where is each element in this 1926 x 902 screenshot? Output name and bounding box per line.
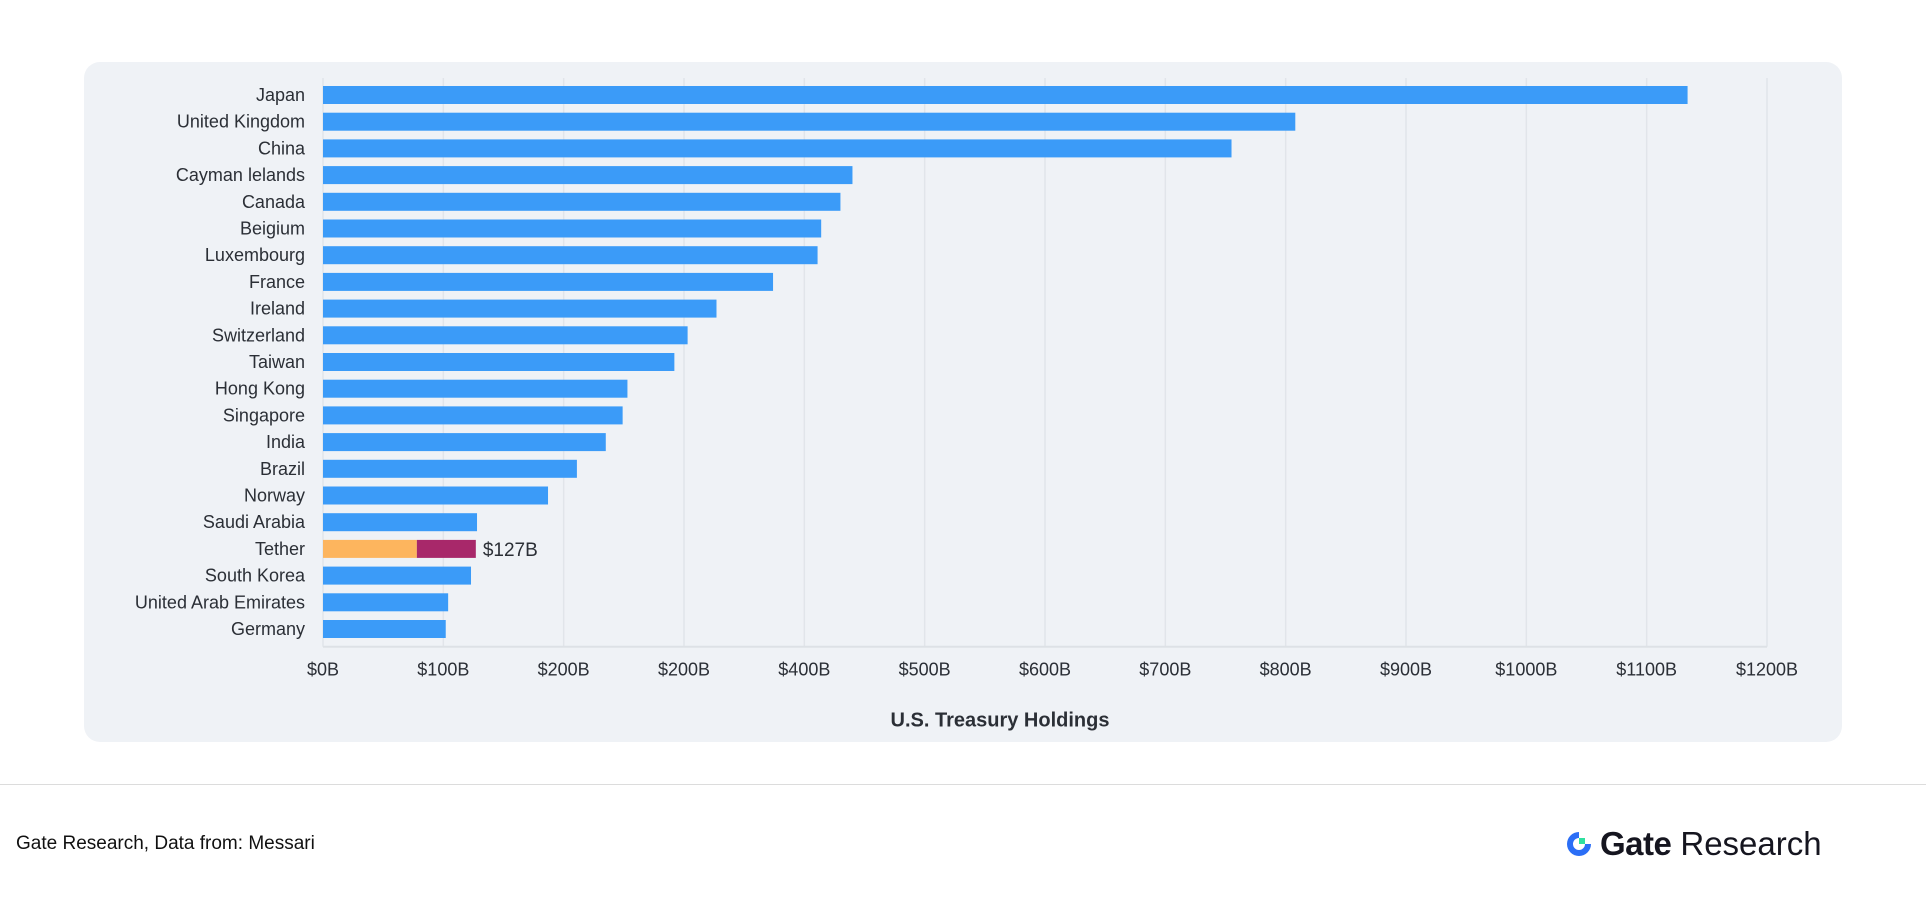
x-tick-label: $700B [1139, 660, 1191, 680]
x-tick-label: $400B [778, 660, 830, 680]
bar-ireland [323, 299, 717, 318]
bar-canada [323, 192, 841, 211]
x-tick-label: $500B [899, 660, 951, 680]
bar-switzerland [323, 326, 688, 345]
bar-united-arab-emirates [323, 593, 449, 612]
category-label: Tether [255, 539, 305, 559]
category-label: India [266, 432, 306, 452]
category-label: Cayman lelands [176, 165, 305, 185]
bar-japan [323, 86, 1688, 104]
category-label: Japan [256, 85, 305, 105]
category-label: Hong Kong [215, 379, 305, 399]
bar-chart: $0B $100B $200B $200B $400B $500B $600B $700B $8… [135, 78, 1798, 732]
bar-singapore [323, 406, 623, 425]
category-label: South Korea [205, 566, 306, 586]
category-label: Switzerland [212, 325, 305, 345]
bar-saudi-arabia [323, 513, 478, 532]
chart-panel: $0B $100B $200B $200B $400B $500B $600B $700B $8… [84, 62, 1842, 742]
bar-brazil [323, 459, 577, 478]
category-label: United Arab Emirates [135, 592, 305, 612]
x-tick-label: $1000B [1495, 660, 1557, 680]
x-tick-label: $200B [658, 660, 710, 680]
gate-research-logo: Gate Research [1564, 824, 1822, 864]
x-axis-title: U.S. Treasury Holdings [891, 710, 1110, 732]
x-tick-label: $0B [307, 660, 339, 680]
data-label: $127B [483, 540, 538, 561]
category-label: China [258, 138, 306, 158]
bar-norway [323, 486, 549, 505]
category-label: Beigium [240, 219, 305, 239]
bar-germany [323, 620, 446, 638]
bar-france [323, 272, 774, 291]
category-label: Norway [244, 486, 305, 506]
x-tick-label: $600B [1019, 660, 1071, 680]
bar-india [323, 433, 606, 452]
category-label: United Kingdom [177, 112, 305, 132]
x-tick-label: $200B [538, 660, 590, 680]
category-label: France [249, 272, 305, 292]
source-note: Gate Research, Data from: Messari [16, 833, 315, 854]
bar-cayman-lelands [323, 166, 853, 185]
bar-luxembourg [323, 246, 818, 265]
category-label: Brazil [260, 459, 305, 479]
tether-bar-segment-0 [323, 539, 417, 558]
divider [0, 784, 1926, 785]
logo-suffix: Research [1680, 825, 1822, 862]
gate-logo-icon [1567, 832, 1591, 856]
x-tick-label: $1100B [1616, 660, 1677, 680]
x-tick-label: $800B [1260, 660, 1312, 680]
bar-beigium [323, 219, 822, 238]
x-tick-label: $900B [1380, 660, 1432, 680]
category-label: Taiwan [249, 352, 305, 372]
bar-hong-kong [323, 379, 628, 398]
tether-bar-segment-1 [416, 539, 476, 558]
logo-brand: Gate [1600, 825, 1672, 862]
bar-china [323, 139, 1232, 158]
category-label: Ireland [250, 299, 305, 319]
x-tick-label: $1200B [1736, 660, 1798, 680]
category-label: Germany [231, 619, 305, 639]
x-tick-label: $100B [417, 660, 469, 680]
category-label: Canada [242, 192, 306, 212]
bar-south-korea [323, 566, 472, 585]
bar-taiwan [323, 353, 675, 371]
bar-united-kingdom [323, 112, 1296, 131]
category-label: Saudi Arabia [203, 512, 306, 532]
category-label: Singapore [223, 405, 305, 425]
category-label: Luxembourg [205, 245, 305, 265]
